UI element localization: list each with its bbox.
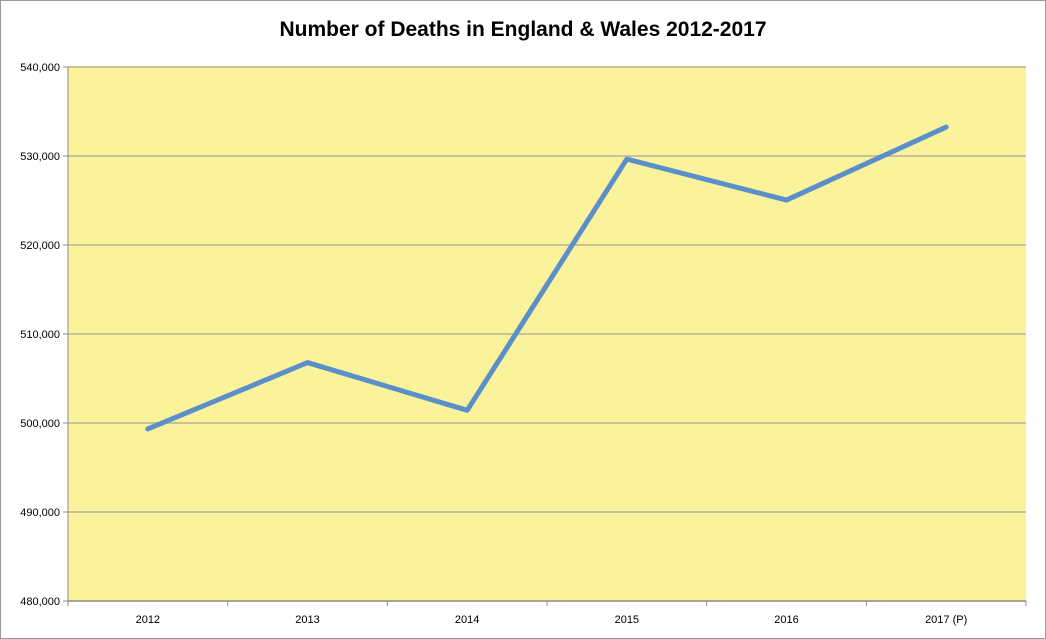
x-tick-label: 2013 bbox=[295, 614, 319, 626]
chart-title: Number of Deaths in England & Wales 2012… bbox=[279, 18, 767, 41]
x-tick-label: 2016 bbox=[774, 614, 798, 626]
y-tick-label: 530,000 bbox=[20, 151, 60, 163]
x-tick-label: 2014 bbox=[455, 614, 479, 626]
series-line bbox=[145, 124, 949, 432]
y-tick-label: 490,000 bbox=[20, 507, 60, 519]
y-tick-label: 520,000 bbox=[20, 240, 60, 252]
x-tick-label: 2012 bbox=[136, 614, 160, 626]
y-axis: 480,000 490,000 500,000 510,000 520,000 530,0… bbox=[20, 62, 69, 608]
y-tick-label: 480,000 bbox=[20, 596, 60, 608]
x-tick-label: 2015 bbox=[615, 614, 639, 626]
x-tick-label: 2017 (P) bbox=[925, 614, 967, 626]
x-axis: 2012 2013 2014 2015 2016 2017 (P) bbox=[67, 600, 1027, 626]
y-tick-label: 540,000 bbox=[20, 62, 60, 74]
y-tick-label: 510,000 bbox=[20, 329, 60, 341]
series-group bbox=[145, 124, 949, 432]
y-tick-label: 500,000 bbox=[20, 418, 60, 430]
